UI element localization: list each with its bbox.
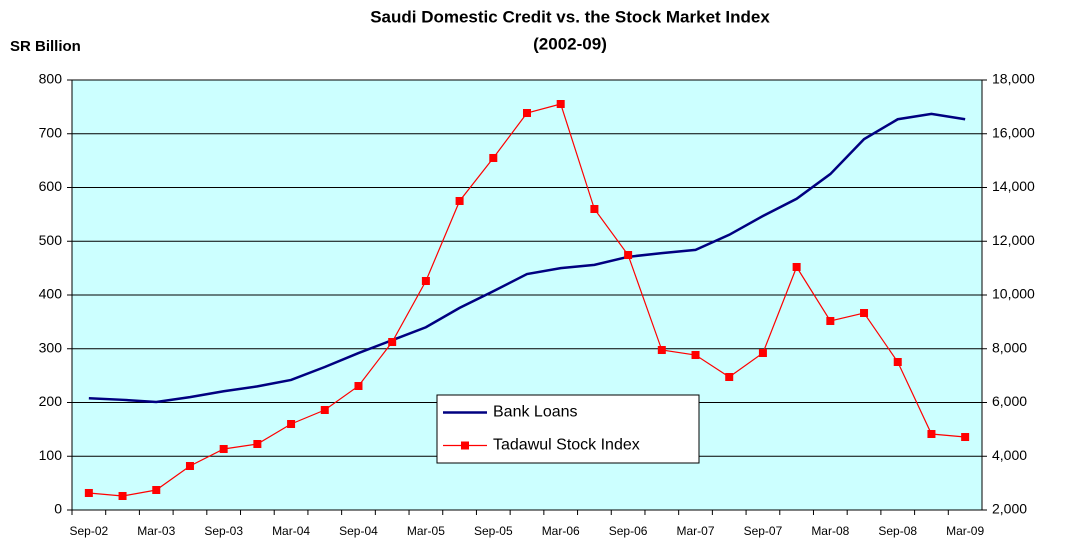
marker: [826, 316, 835, 325]
y-tick-label: 300: [39, 339, 63, 355]
series-line: [88, 112, 966, 404]
y-tick-label: 0: [54, 501, 62, 517]
y2-tick-label: 14,000: [992, 178, 1035, 194]
y2-tick-label: 10,000: [992, 286, 1035, 302]
marker: [489, 153, 498, 162]
marker: [691, 351, 700, 360]
x-tick-label: Sep-07: [744, 524, 783, 538]
marker: [185, 462, 194, 471]
x-tick-label: Sep-03: [204, 524, 243, 538]
marker: [421, 276, 430, 285]
marker: [758, 348, 767, 357]
y2-tick-label: 4,000: [992, 447, 1027, 463]
x-tick-label: Sep-05: [474, 524, 513, 538]
x-tick-label: Mar-04: [272, 524, 310, 538]
y-tick-label: 800: [39, 71, 63, 87]
y-tick-label: 500: [39, 232, 63, 248]
marker: [388, 338, 397, 347]
marker: [725, 372, 734, 381]
legend-marker: [461, 441, 469, 450]
marker: [927, 429, 936, 438]
y2-tick-label: 18,000: [992, 71, 1035, 87]
y-tick-label: 200: [39, 393, 63, 409]
marker: [118, 491, 127, 500]
marker: [84, 488, 93, 497]
legend-label: Bank Loans: [493, 404, 578, 421]
marker: [455, 196, 464, 205]
legend: [436, 394, 700, 464]
y-axis-title: SR Billion: [10, 38, 81, 55]
y-tick-label: 400: [39, 286, 63, 302]
chart-title: Saudi Domestic Credit vs. the Stock Mark…: [370, 7, 770, 26]
y2-tick-label: 8,000: [992, 339, 1027, 355]
marker: [657, 346, 666, 355]
x-tick-label: Sep-04: [339, 524, 378, 538]
y-tick-label: 700: [39, 124, 63, 140]
marker: [152, 486, 161, 495]
marker: [792, 262, 801, 271]
y2-tick-label: 12,000: [992, 232, 1035, 248]
x-tick-label: Mar-05: [407, 524, 445, 538]
y2-tick-label: 6,000: [992, 393, 1027, 409]
x-tick-label: Mar-03: [137, 524, 175, 538]
marker: [287, 420, 296, 428]
x-tick-label: Sep-06: [609, 524, 648, 538]
marker: [354, 381, 363, 390]
x-tick-label: Sep-08: [878, 524, 917, 538]
x-tick-label: Sep-02: [70, 524, 109, 538]
marker: [556, 99, 565, 108]
x-tick-label: Mar-09: [946, 524, 984, 538]
y2-tick-label: 2,000: [992, 501, 1027, 517]
x-tick-label: Mar-08: [811, 524, 849, 538]
y-tick-label: 100: [39, 447, 63, 463]
y-tick-label: 600: [39, 178, 63, 194]
legend-label: Tadawul Stock Index: [493, 437, 640, 454]
marker: [320, 405, 329, 414]
x-tick-label: Mar-07: [677, 524, 715, 538]
marker: [961, 433, 970, 442]
marker: [523, 109, 531, 118]
x-tick-label: Mar-06: [542, 524, 580, 538]
marker: [219, 444, 228, 453]
marker: [590, 205, 599, 213]
marker: [893, 357, 902, 366]
marker: [624, 251, 633, 260]
marker: [253, 439, 262, 448]
y2-tick-label: 16,000: [992, 124, 1035, 140]
marker: [860, 309, 869, 318]
chart-subtitle: (2002-09): [533, 34, 607, 53]
